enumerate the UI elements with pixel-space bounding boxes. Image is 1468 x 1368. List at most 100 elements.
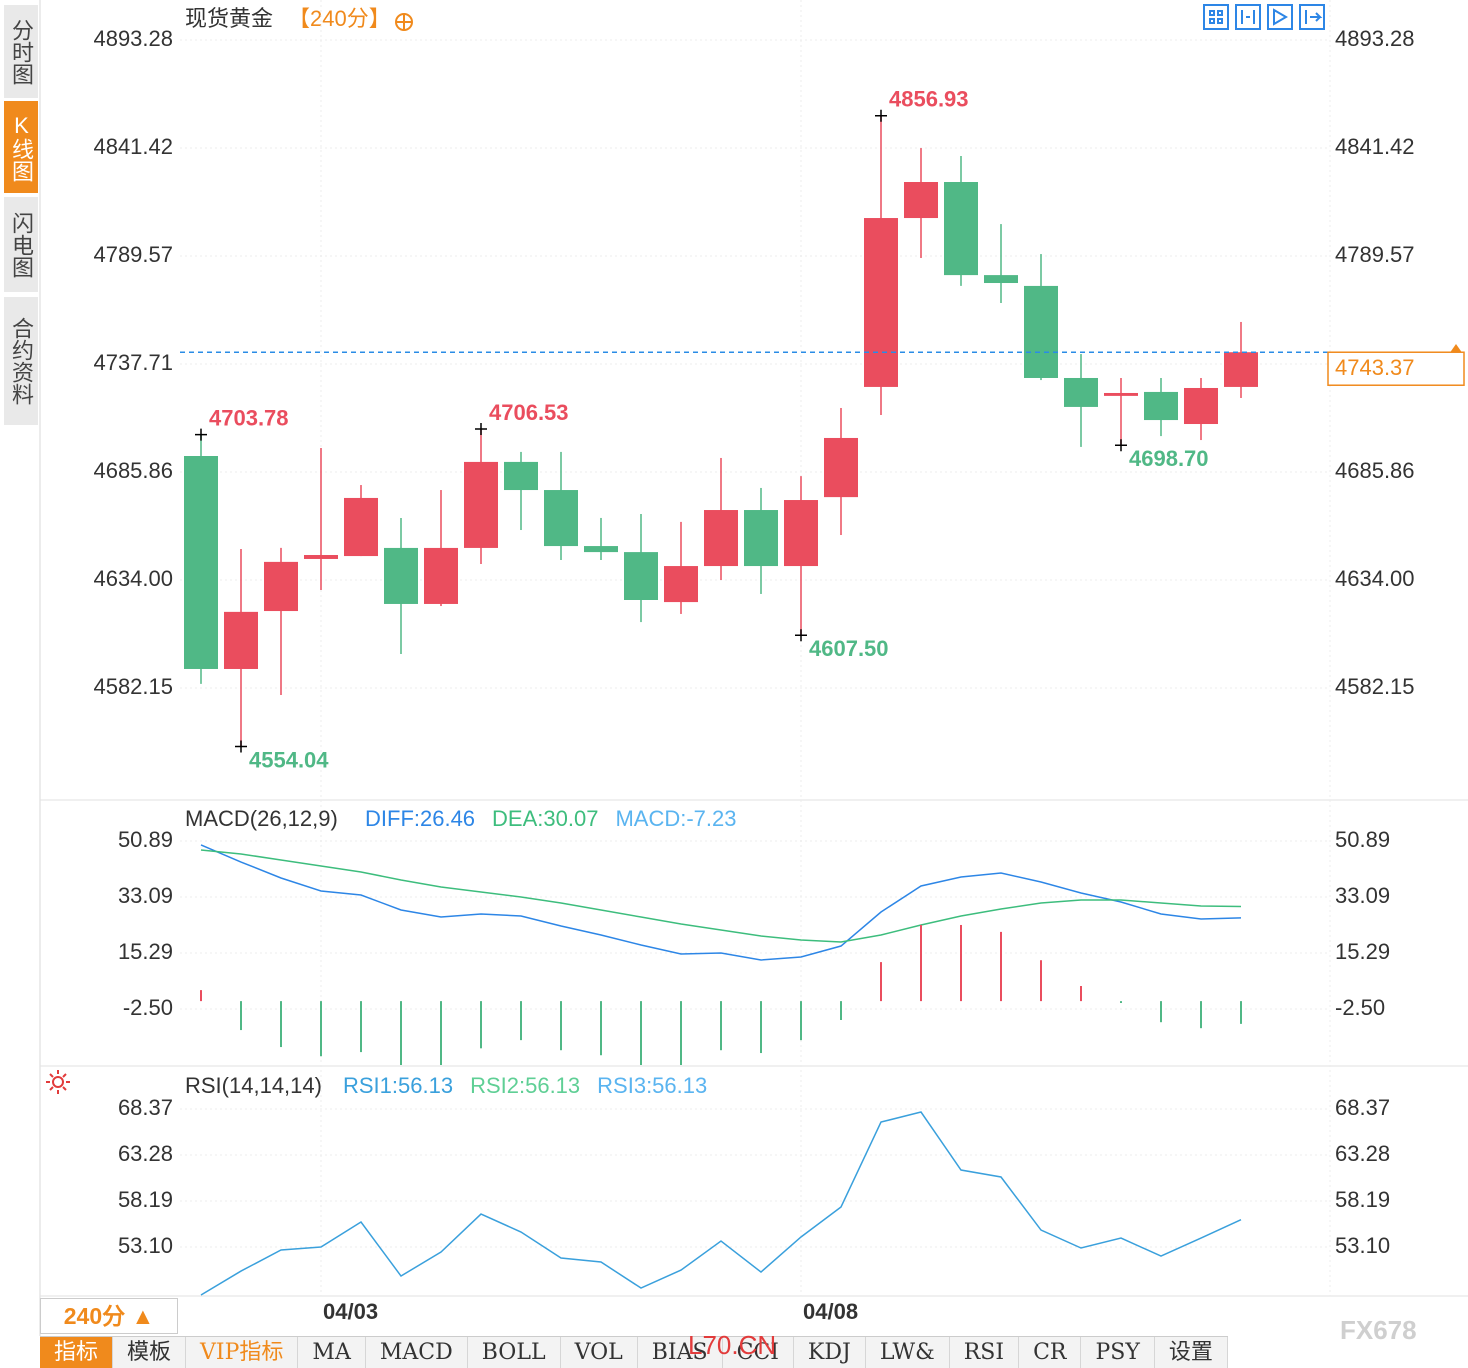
y-tick-label-right: 4582.15: [1335, 674, 1415, 699]
extreme-marker: [1115, 439, 1127, 452]
y-tick-label-right: 58.19: [1335, 1187, 1390, 1212]
zoom-icon: [397, 15, 411, 29]
toolbar-tab[interactable]: RSI: [950, 1337, 1020, 1368]
side-tab[interactable]: 合约资料: [4, 297, 38, 425]
toolbar-icons[interactable]: [1203, 4, 1325, 30]
y-tick-label: 33.09: [118, 883, 173, 908]
candle-body: [504, 461, 538, 491]
toolbar-tab[interactable]: 设置: [1155, 1337, 1228, 1368]
last-price-box: [1327, 351, 1465, 386]
extreme-marker: [235, 740, 247, 753]
legend-entry: DEA:30.07: [492, 806, 598, 831]
y-tick-label-right: -2.50: [1335, 995, 1385, 1020]
y-tick-label: 4685.86: [93, 458, 173, 483]
toolbar-tab[interactable]: CCI: [723, 1337, 794, 1368]
y-tick-label: 68.37: [118, 1095, 173, 1120]
candle-body: [344, 497, 378, 557]
high-label: 4706.53: [489, 400, 569, 425]
panel-title: MACD(26,12,9): [185, 806, 338, 831]
low-label: 4554.04: [249, 747, 329, 772]
high-label: 4703.78: [209, 405, 289, 430]
candle-body: [904, 182, 938, 219]
toolbar-tab[interactable]: LW&: [866, 1337, 950, 1368]
candle-body: [704, 510, 738, 567]
y-tick-label: 53.10: [118, 1233, 173, 1258]
y-tick-label: 50.89: [118, 827, 173, 852]
watermark: FX678: [1340, 1315, 1417, 1345]
candle-body: [584, 546, 618, 553]
y-tick-label: 4582.15: [93, 674, 173, 699]
candle-body: [424, 547, 458, 604]
x-tick-label: 04/08: [803, 1299, 858, 1324]
y-tick-label-right: 33.09: [1335, 883, 1390, 908]
legend-entry: RSI1:56.13: [343, 1073, 453, 1098]
y-tick-label: 4841.42: [93, 134, 173, 159]
candle-body: [944, 182, 978, 276]
y-tick-label-right: 50.89: [1335, 827, 1390, 852]
y-tick-label-right: 4841.42: [1335, 134, 1415, 159]
y-tick-label: 4893.28: [93, 26, 173, 51]
y-tick-label: 4789.57: [93, 242, 173, 267]
legend-entry: RSI2:56.13: [470, 1073, 580, 1098]
toolbar-tab[interactable]: BIAS: [638, 1337, 723, 1368]
y-tick-label: 4737.71: [93, 350, 173, 375]
candle-body: [1064, 377, 1098, 407]
toolbar-tab[interactable]: VOL: [561, 1337, 638, 1368]
low-label: 4698.70: [1129, 446, 1209, 471]
series-line: [200, 1111, 1242, 1296]
panel-subtitle: 【240分】: [288, 6, 391, 31]
toolbar-tab[interactable]: VIP指标: [186, 1337, 299, 1368]
x-tick-label: 04/03: [323, 1299, 378, 1324]
y-tick-label: 63.28: [118, 1141, 173, 1166]
y-tick-label-right: 4893.28: [1335, 26, 1415, 51]
y-tick-label-right: 4634.00: [1335, 566, 1415, 591]
toolbar-tab[interactable]: MA: [298, 1337, 366, 1368]
zoom-icon[interactable]: [395, 13, 413, 31]
toolbar-tab[interactable]: MACD: [366, 1337, 468, 1368]
extreme-marker: [795, 629, 807, 642]
toolbar-tab[interactable]: PSY: [1081, 1337, 1155, 1368]
toolbar-tab[interactable]: BOLL: [468, 1337, 561, 1368]
y-tick-label: 15.29: [118, 939, 173, 964]
candle-body: [384, 547, 418, 604]
side-tab[interactable]: K线图: [4, 101, 38, 193]
extreme-marker: [875, 109, 887, 122]
y-tick-label-right: 4685.86: [1335, 458, 1415, 483]
y-tick-label-right: 4789.57: [1335, 242, 1415, 267]
legend-entry: RSI3:56.13: [597, 1073, 707, 1098]
candle-body: [1224, 352, 1258, 387]
toolbar-tab[interactable]: CR: [1019, 1337, 1082, 1368]
candle-body: [184, 456, 218, 669]
series-line: [200, 844, 1242, 961]
candle-body: [784, 500, 818, 567]
low-label: 4607.50: [809, 636, 889, 661]
candle-body: [624, 552, 658, 600]
candle-body: [1144, 391, 1178, 421]
period-button[interactable]: 240分 ▲: [40, 1298, 178, 1334]
candle-body: [1024, 285, 1058, 378]
y-tick-label-right: 63.28: [1335, 1141, 1390, 1166]
toolbar-tab[interactable]: KDJ: [794, 1337, 866, 1368]
candle-body: [864, 218, 898, 387]
toolbar-tab[interactable]: 指标: [40, 1337, 114, 1368]
candle-body: [264, 561, 298, 612]
toolbar-tab[interactable]: 模板: [113, 1337, 187, 1368]
panel-title: 现货黄金: [185, 6, 273, 31]
candle-body: [664, 566, 698, 603]
watermark: L70.CN: [688, 1330, 777, 1360]
y-tick-label-right: 53.10: [1335, 1233, 1390, 1258]
y-tick-label-right: 68.37: [1335, 1095, 1390, 1120]
side-tab[interactable]: 闪电图: [4, 197, 38, 292]
candle-body: [984, 275, 1018, 284]
panel-title: RSI(14,14,14): [185, 1073, 322, 1098]
legend-entry: MACD:-7.23: [615, 806, 736, 831]
indicator-toolbar: 指标 模板 VIP指标 MA MACD BOLL VOL BIAS CCI KDJ LW& RSI CR…: [40, 1336, 1228, 1368]
side-tab[interactable]: 分时图: [4, 5, 38, 98]
candle-body: [1184, 387, 1218, 425]
candle-body: [744, 510, 778, 567]
candle-body: [1104, 392, 1138, 396]
high-label: 4856.93: [889, 87, 969, 112]
settings-icon[interactable]: [46, 1070, 70, 1094]
